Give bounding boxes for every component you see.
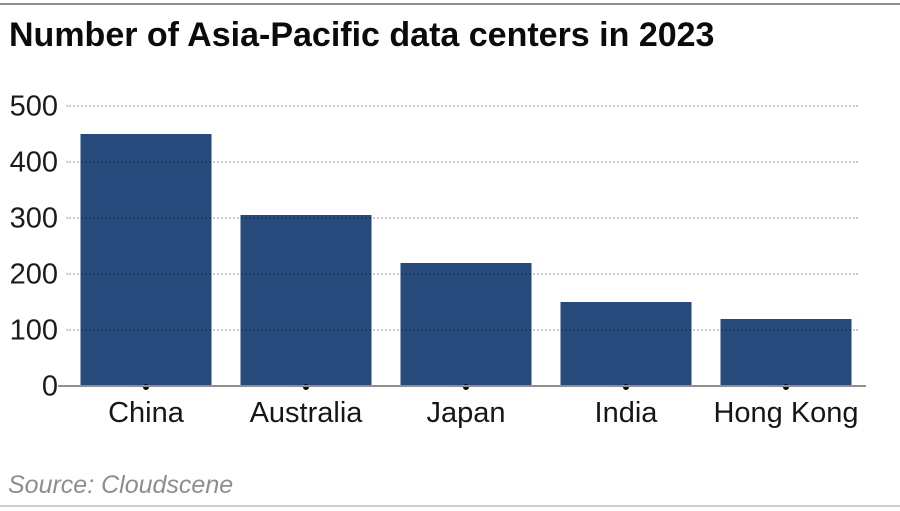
y-tick-label-500: 500 bbox=[9, 90, 58, 123]
x-tick-dot-hong-kong bbox=[783, 384, 789, 390]
x-tick-dot-india bbox=[623, 384, 629, 390]
bar-column-japan: Japan bbox=[386, 106, 546, 429]
plot-area: China Australia Japan India Hong Kong bbox=[66, 105, 866, 429]
bar-column-australia: Australia bbox=[226, 106, 386, 429]
bar-australia bbox=[240, 215, 372, 386]
gridline-300 bbox=[66, 217, 858, 219]
bar-column-china: China bbox=[66, 106, 226, 429]
y-tick-label-200: 200 bbox=[9, 258, 58, 291]
x-axis-line bbox=[58, 385, 866, 387]
x-axis-label-hong-kong: Hong Kong bbox=[713, 397, 859, 429]
x-axis-label-australia: Australia bbox=[249, 397, 363, 429]
bar-column-india: India bbox=[546, 106, 706, 429]
y-tick-label-400: 400 bbox=[9, 146, 58, 179]
source-caption: Source: Cloudscene bbox=[8, 471, 234, 499]
x-tick-dot-china bbox=[143, 384, 149, 390]
x-tick-dot-australia bbox=[303, 384, 309, 390]
gridline-500 bbox=[66, 105, 858, 107]
chart-title: Number of Asia-Pacific data centers in 2… bbox=[9, 16, 715, 54]
x-tick-dot-japan bbox=[463, 384, 469, 390]
bottom-divider bbox=[0, 505, 900, 507]
gridline-200 bbox=[66, 273, 858, 275]
bar-column-hong-kong: Hong Kong bbox=[706, 106, 866, 429]
bar-hong-kong bbox=[720, 318, 852, 386]
y-tick-label-300: 300 bbox=[9, 202, 58, 235]
bar-columns: China Australia Japan India Hong Kong bbox=[66, 106, 866, 429]
x-axis-label-japan: Japan bbox=[426, 397, 506, 429]
gridline-400 bbox=[66, 161, 858, 163]
y-tick-label-100: 100 bbox=[9, 314, 58, 347]
gridline-100 bbox=[66, 329, 858, 331]
bar-india bbox=[560, 302, 692, 386]
top-divider bbox=[0, 3, 900, 5]
x-axis-label-china: China bbox=[108, 397, 184, 429]
bar-china bbox=[80, 134, 212, 386]
y-tick-label-0: 0 bbox=[41, 370, 58, 403]
x-axis-label-india: India bbox=[594, 397, 658, 429]
bar-japan bbox=[400, 262, 532, 386]
